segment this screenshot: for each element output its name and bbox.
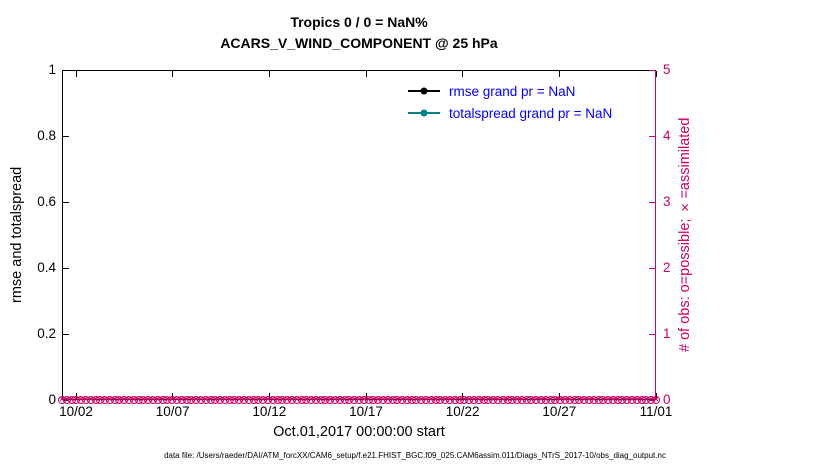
right-y-tick-label: 2 — [663, 260, 671, 275]
left-y-axis-label: rmse and totalspread — [9, 166, 25, 304]
right-y-tick-mark — [649, 333, 655, 335]
right-y-tick-label: 3 — [663, 194, 671, 209]
right-y-tick-mark — [649, 201, 655, 203]
x-axis-label: Oct.01,2017 00:00:00 start — [273, 424, 445, 440]
left-y-tick-label: 1 — [48, 62, 56, 77]
totalspread-line-marker-icon — [408, 111, 440, 115]
left-y-tick-mark — [63, 267, 69, 269]
right-y-tick-label: 4 — [663, 128, 671, 143]
right-y-tick-mark — [649, 135, 655, 137]
right-y-axis-label: # of obs: o=possible; ×=assimilated — [677, 117, 693, 353]
x-tick-mark-top — [172, 71, 174, 77]
right-y-tick-label: 5 — [663, 62, 671, 77]
x-tick-label: 10/12 — [252, 404, 287, 419]
x-tick-mark-top — [655, 71, 657, 77]
x-tick-mark-top — [268, 71, 270, 77]
x-tick-label: 10/22 — [445, 404, 480, 419]
rmse-line-marker-icon — [408, 89, 440, 93]
left-y-tick-label: 0.6 — [37, 194, 56, 209]
chart-title-line2: ACARS_V_WIND_COMPONENT @ 25 hPa — [220, 35, 498, 51]
right-y-tick-mark — [649, 267, 655, 269]
left-y-tick-mark — [63, 69, 69, 71]
right-y-tick-label: 1 — [663, 326, 671, 341]
x-tick-label: 11/01 — [639, 404, 673, 419]
left-y-tick-label: 0.8 — [37, 128, 56, 143]
x-tick-mark-top — [558, 71, 560, 77]
legend-label-totalspread: totalspread grand pr = NaN — [449, 105, 613, 121]
legend: rmse grand pr = NaN totalspread grand pr… — [408, 80, 612, 124]
legend-label-rmse: rmse grand pr = NaN — [449, 83, 576, 99]
chart-title-line1: Tropics 0 / 0 = NaN% — [290, 14, 428, 30]
x-tick-mark-top — [75, 71, 77, 77]
x-tick-mark-top — [462, 71, 464, 77]
x-tick-label: 10/27 — [542, 404, 577, 419]
x-tick-label: 10/07 — [155, 404, 190, 419]
left-y-tick-label: 0 — [48, 392, 56, 407]
left-y-tick-mark — [63, 201, 69, 203]
data-file-path: data file: /Users/raeder/DAI/ATM_forcXX/… — [164, 451, 666, 460]
left-y-tick-mark — [63, 333, 69, 335]
obs-count-marker-icon — [652, 396, 660, 404]
plot-area — [62, 70, 656, 400]
left-y-tick-label: 0.2 — [37, 326, 56, 341]
right-y-tick-mark — [649, 69, 655, 71]
left-y-tick-mark — [63, 135, 69, 137]
right-y-tick-label: 0 — [663, 392, 671, 407]
legend-entry-totalspread: totalspread grand pr = NaN — [408, 102, 612, 124]
x-tick-label: 10/02 — [59, 404, 93, 419]
chart-title: Tropics 0 / 0 = NaN% ACARS_V_WIND_COMPON… — [62, 12, 656, 54]
x-tick-mark-top — [365, 71, 367, 77]
x-tick-label: 10/17 — [349, 404, 383, 419]
legend-entry-rmse: rmse grand pr = NaN — [408, 80, 612, 102]
left-y-tick-label: 0.4 — [37, 260, 56, 275]
